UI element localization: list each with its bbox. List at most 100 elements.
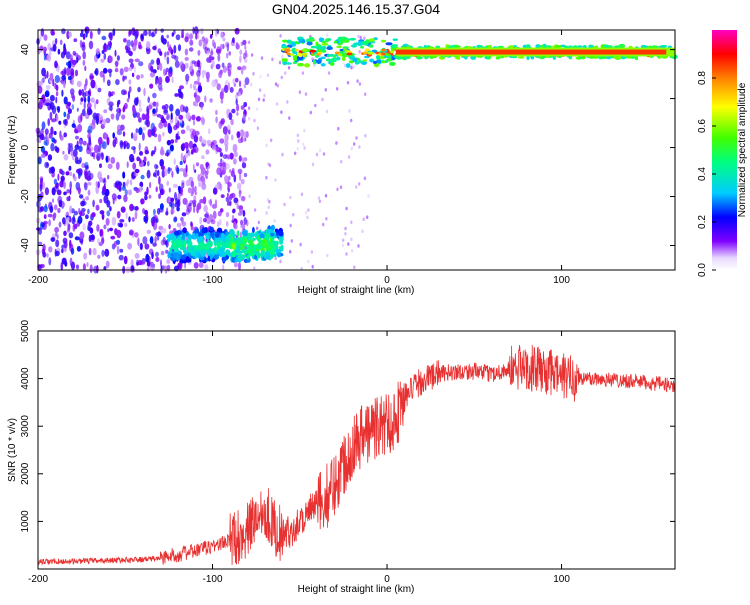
- noise-blob: [80, 201, 85, 207]
- noise-blob: [193, 83, 196, 89]
- noise-blob: [62, 151, 64, 155]
- noise-blob: [82, 44, 86, 51]
- noise-blob: [213, 211, 217, 219]
- noise-blob: [191, 181, 195, 188]
- noise-blob: [180, 187, 183, 194]
- noise-blob: [283, 203, 285, 207]
- spectral-blob: [330, 62, 335, 66]
- noise-blob: [167, 41, 169, 48]
- noise-blob: [76, 265, 79, 270]
- noise-blob: [152, 46, 156, 50]
- spectral-blob: [302, 39, 306, 43]
- noise-blob: [50, 166, 55, 173]
- noise-blob: [153, 209, 156, 215]
- noise-blob: [151, 130, 155, 135]
- spectral-blob: [390, 45, 396, 48]
- noise-blob: [139, 108, 143, 112]
- noise-blob: [289, 196, 291, 200]
- noise-blob: [104, 53, 107, 60]
- noise-blob: [126, 40, 131, 47]
- spectrogram-panel: -200 -100 0 100 -40-2002040 Height of strai…: [7, 26, 678, 296]
- noise-blob: [274, 219, 276, 223]
- noise-blob: [297, 134, 299, 138]
- noise-blob: [259, 75, 261, 79]
- noise-blob: [138, 42, 141, 49]
- noise-blob: [138, 61, 143, 66]
- noise-blob: [229, 194, 232, 200]
- noise-blob: [85, 196, 89, 200]
- noise-blob: [270, 139, 272, 143]
- noise-blob: [166, 35, 169, 39]
- noise-blob: [77, 81, 82, 87]
- noise-blob: [136, 128, 139, 133]
- noise-blob: [325, 88, 327, 92]
- noise-blob: [72, 60, 76, 68]
- noise-blob: [50, 143, 54, 151]
- noise-blob: [238, 205, 243, 209]
- noise-blob: [170, 198, 174, 202]
- noise-blob: [173, 184, 178, 188]
- noise-blob: [66, 171, 70, 175]
- noise-blob: [140, 198, 145, 204]
- noise-blob: [128, 52, 132, 56]
- noise-blob: [231, 109, 235, 114]
- spectral-blob: [247, 244, 251, 250]
- noise-blob: [54, 131, 57, 135]
- noise-blob: [211, 219, 216, 224]
- noise-blob: [41, 68, 46, 77]
- noise-blob: [189, 40, 193, 46]
- spectral-blob: [167, 252, 170, 258]
- noise-blob: [67, 102, 71, 106]
- colorbar-tick-label: 0.4: [697, 167, 708, 181]
- noise-blob: [244, 45, 246, 50]
- noise-blob: [66, 62, 70, 66]
- noise-blob: [175, 60, 180, 68]
- noise-blob: [134, 38, 138, 46]
- noise-blob: [45, 103, 50, 107]
- noise-blob: [284, 71, 286, 75]
- noise-blob: [123, 38, 127, 42]
- noise-blob: [114, 228, 118, 235]
- noise-blob: [203, 205, 208, 212]
- noise-blob: [172, 76, 174, 83]
- noise-blob: [69, 196, 71, 202]
- noise-blob: [124, 256, 128, 265]
- noise-blob: [157, 48, 161, 53]
- noise-blob: [227, 184, 229, 191]
- noise-blob: [202, 139, 206, 144]
- noise-blob: [38, 157, 41, 164]
- noise-blob: [195, 95, 200, 102]
- noise-blob: [238, 169, 243, 174]
- noise-blob: [318, 196, 320, 200]
- noise-blob: [164, 109, 168, 114]
- noise-blob: [322, 223, 324, 227]
- noise-blob: [194, 186, 197, 193]
- noise-blob: [146, 120, 150, 128]
- noise-blob: [93, 152, 96, 160]
- noise-blob: [192, 60, 196, 64]
- spectral-blob: [221, 242, 224, 247]
- noise-blob: [47, 118, 50, 126]
- spectral-blob: [168, 237, 171, 242]
- noise-blob: [115, 138, 118, 144]
- noise-blob: [50, 102, 55, 110]
- noise-blob: [115, 79, 120, 85]
- spectral-blob: [271, 247, 275, 252]
- noise-blob: [226, 221, 229, 227]
- noise-blob: [197, 60, 200, 68]
- noise-blob: [167, 151, 169, 157]
- noise-blob: [355, 136, 357, 140]
- noise-blob: [160, 29, 164, 33]
- noise-blob: [106, 261, 110, 269]
- noise-blob: [103, 68, 107, 74]
- noise-blob: [79, 231, 84, 239]
- noise-blob: [307, 260, 309, 264]
- noise-blob: [152, 102, 156, 106]
- noise-blob: [321, 98, 323, 102]
- noise-blob: [217, 221, 219, 227]
- noise-blob: [108, 164, 113, 169]
- noise-blob: [151, 150, 155, 154]
- spectral-blob: [182, 255, 186, 260]
- noise-blob: [84, 97, 86, 102]
- noise-blob: [55, 97, 57, 104]
